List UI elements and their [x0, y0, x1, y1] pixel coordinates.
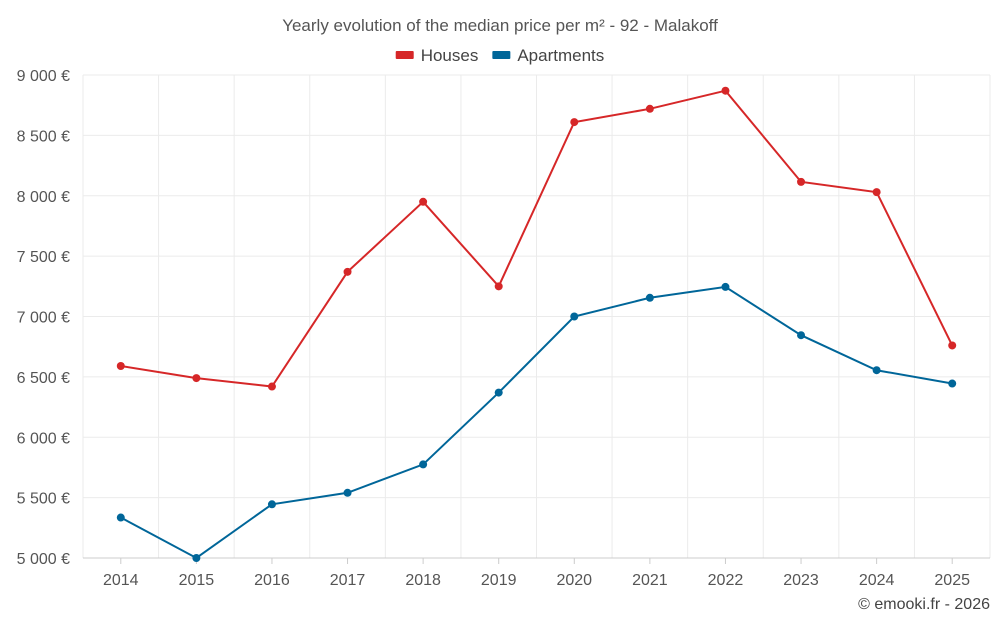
x-tick-label: 2024: [859, 572, 895, 589]
apartments-point: [645, 293, 654, 302]
y-tick-label: 5 000 €: [17, 551, 70, 568]
legend-label-houses: Houses: [421, 46, 479, 65]
x-tick-label: 2021: [632, 572, 668, 589]
x-tick-label: 2019: [481, 572, 517, 589]
y-tick-label: 5 500 €: [17, 491, 70, 508]
credit-text: © emooki.fr - 2026: [858, 596, 990, 613]
apartments-point: [267, 500, 276, 509]
houses-point: [645, 104, 654, 113]
x-axis: 2014 2015 2016 2017 2018 2019 2020 2021 2022 2023…: [83, 557, 990, 589]
apartments-point: [948, 379, 957, 388]
x-tick-label: 2014: [103, 572, 139, 589]
y-tick-label: 7 500 €: [17, 249, 70, 266]
y-tick-label: 6 500 €: [17, 370, 70, 387]
apartments-point: [570, 312, 579, 321]
apartments-point: [419, 460, 428, 469]
legend-swatch-apartments: [492, 51, 511, 59]
apartments-point: [343, 488, 352, 497]
legend[interactable]: Houses Apartments: [395, 46, 605, 65]
y-tick-label: 6 000 €: [17, 430, 70, 447]
y-tick-label: 7 000 €: [17, 310, 70, 327]
houses-point: [267, 382, 276, 391]
x-tick-label: 2018: [405, 572, 441, 589]
houses-line: [120, 89, 954, 388]
grid: [82, 74, 991, 559]
x-tick-label: 2020: [556, 572, 592, 589]
houses-point: [494, 282, 503, 291]
apartments-point: [116, 513, 125, 522]
x-tick-label: 2016: [254, 572, 290, 589]
series-layer: [116, 86, 957, 562]
houses-point: [948, 341, 957, 350]
y-axis: 5 000 € 5 500 € 6 000 € 6 500 € 7 000 € 7 500…: [17, 68, 70, 568]
x-tick-label: 2023: [783, 572, 819, 589]
apartments-point: [721, 282, 730, 291]
houses-point: [419, 197, 428, 206]
y-tick-label: 9 000 €: [17, 68, 70, 85]
x-tick-label: 2015: [179, 572, 215, 589]
x-tick-label: 2017: [330, 572, 366, 589]
houses-point: [797, 177, 806, 186]
y-tick-label: 8 500 €: [17, 128, 70, 145]
apartments-point: [192, 554, 201, 562]
apartments-point: [872, 366, 881, 375]
x-tick-label: 2022: [708, 572, 744, 589]
houses-point: [721, 86, 730, 95]
x-tick-label: 2025: [934, 572, 970, 589]
houses-point: [343, 267, 352, 276]
apartments-point: [797, 331, 806, 340]
houses-point: [872, 188, 881, 197]
y-tick-label: 8 000 €: [17, 189, 70, 206]
legend-label-apartments: Apartments: [517, 46, 604, 65]
apartments-line: [120, 285, 953, 560]
chart-title: Yearly evolution of the median price per…: [282, 16, 718, 35]
legend-swatch-houses: [395, 51, 414, 59]
houses-point: [192, 374, 201, 383]
houses-point: [116, 362, 125, 371]
houses-point: [570, 118, 579, 127]
apartments-point: [494, 388, 503, 397]
